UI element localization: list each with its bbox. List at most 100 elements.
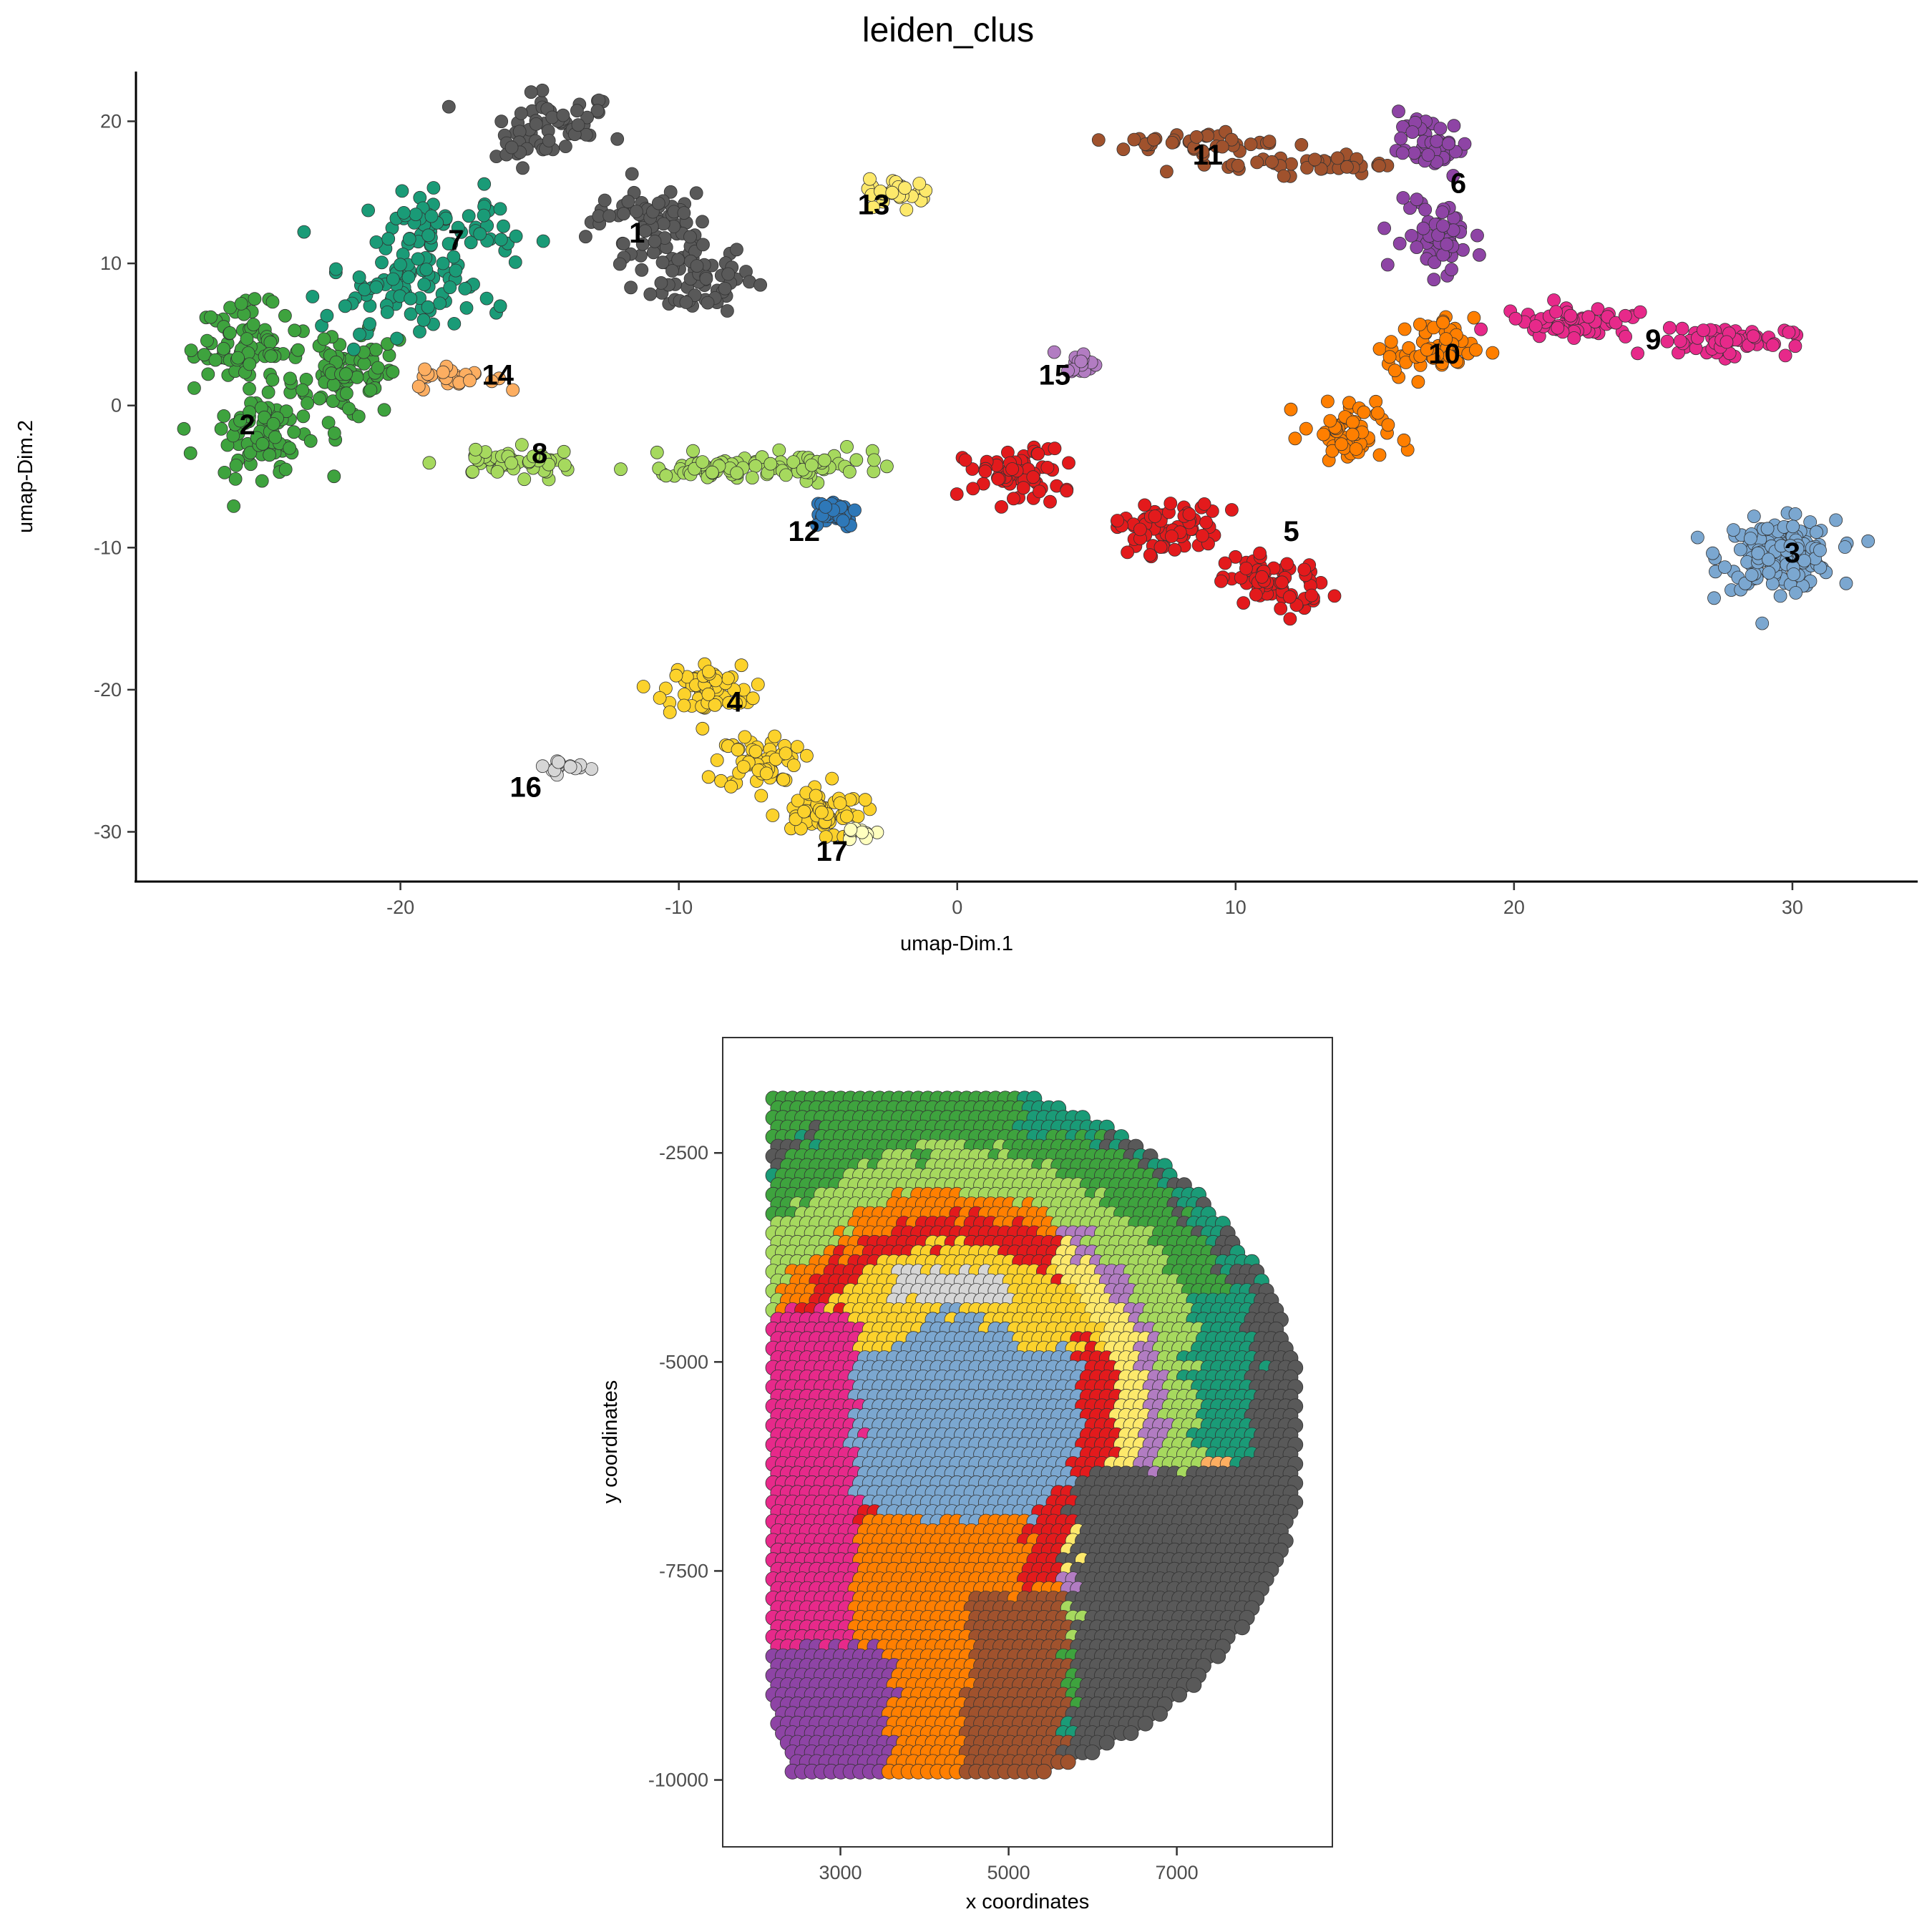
umap-cluster-label-6: 6 [1450, 167, 1466, 199]
umap-point [291, 343, 305, 357]
umap-point [616, 237, 630, 251]
umap-point [797, 804, 811, 819]
umap-point [424, 209, 439, 223]
umap-point [1413, 317, 1427, 331]
umap-point [1789, 586, 1803, 600]
umap-point [357, 356, 371, 371]
umap-point [1747, 509, 1761, 523]
umap-point [358, 283, 371, 297]
umap-point [625, 167, 639, 181]
umap-cluster-11-points [1091, 125, 1395, 183]
umap-point [1394, 132, 1408, 145]
umap-x-tick-label: 0 [952, 897, 962, 918]
umap-y-tick-label: -30 [94, 821, 122, 842]
umap-point [183, 446, 197, 460]
umap-point [1430, 134, 1444, 148]
umap-cluster-label-4: 4 [726, 686, 743, 718]
umap-point [840, 440, 854, 454]
umap-point [268, 430, 283, 444]
umap-point [351, 409, 366, 424]
umap-point [477, 177, 492, 191]
umap-point [1195, 529, 1209, 542]
umap-point [1288, 431, 1302, 446]
umap-point [867, 453, 881, 467]
umap-point [1283, 590, 1297, 604]
umap-point [1388, 364, 1402, 378]
umap-point [301, 396, 315, 410]
umap-point [353, 327, 366, 341]
umap-point [738, 730, 752, 744]
umap-point [1445, 263, 1458, 277]
umap-point [1410, 192, 1424, 207]
umap-cluster-label-8: 8 [532, 438, 547, 469]
umap-point [1335, 437, 1349, 452]
umap-point [469, 442, 482, 457]
umap-point [848, 503, 862, 517]
umap-point [1697, 323, 1710, 338]
umap-point [1788, 339, 1802, 353]
umap-point [1250, 155, 1264, 170]
umap-x-tick-label: 30 [1782, 897, 1803, 918]
umap-point [991, 472, 1005, 486]
umap-cluster-label-17: 17 [816, 836, 848, 867]
umap-point [1733, 542, 1747, 557]
umap-point [1839, 576, 1853, 590]
umap-point [1284, 402, 1298, 416]
umap-point [283, 371, 297, 386]
umap-x-tick-label: 20 [1503, 897, 1525, 918]
umap-point [1231, 158, 1245, 172]
umap-point [1405, 228, 1418, 243]
umap-point [1397, 322, 1412, 336]
umap-y-tick-label: 0 [111, 395, 122, 416]
umap-point [1762, 552, 1775, 567]
umap-point [1633, 305, 1647, 319]
umap-point [243, 405, 257, 419]
umap-point [386, 272, 400, 286]
umap-point [950, 487, 964, 501]
umap-point [1549, 305, 1563, 319]
umap-point [1249, 587, 1263, 602]
umap-point [371, 361, 385, 375]
umap-cluster-label-5: 5 [1283, 516, 1299, 547]
umap-point [1442, 137, 1455, 151]
umap-point [514, 438, 529, 452]
umap-point [559, 140, 572, 154]
umap-point [317, 332, 331, 346]
umap-x-tick-label: 10 [1225, 897, 1246, 918]
umap-point [800, 748, 814, 763]
umap-point [436, 256, 450, 270]
umap-point [651, 196, 665, 210]
umap-point [1410, 240, 1424, 255]
umap-point [477, 208, 491, 223]
umap-cluster-label-11: 11 [1193, 140, 1223, 171]
umap-point [654, 275, 668, 290]
umap-point [677, 206, 691, 220]
umap-point [536, 234, 550, 248]
umap-point [669, 668, 683, 683]
umap-point [624, 280, 638, 295]
umap-point [1060, 484, 1074, 498]
umap-point [421, 228, 436, 243]
umap-point [1467, 311, 1481, 325]
umap-point [1372, 448, 1387, 462]
umap-point [636, 680, 650, 693]
umap-point [899, 203, 914, 217]
umap-point [338, 299, 352, 313]
umap-point [1255, 570, 1269, 584]
umap-point [1369, 394, 1383, 409]
umap-point [748, 744, 763, 758]
umap-point [779, 746, 793, 761]
umap-cluster-1-points [441, 83, 767, 318]
umap-point [327, 469, 341, 484]
umap-point [690, 259, 704, 273]
umap-point [1199, 515, 1213, 530]
umap-point [836, 514, 850, 528]
umap-point [1787, 567, 1801, 581]
umap-point [187, 381, 201, 395]
umap-point [849, 453, 864, 467]
umap-point [296, 383, 310, 397]
umap-point [1262, 135, 1277, 149]
umap-point [1861, 534, 1875, 548]
umap-point [1168, 542, 1182, 557]
umap-point [978, 464, 992, 479]
